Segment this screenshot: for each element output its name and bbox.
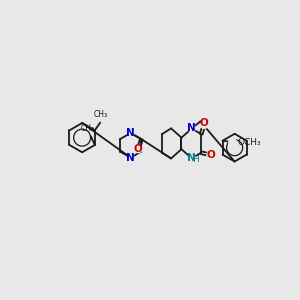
Text: N: N bbox=[126, 128, 135, 138]
Text: CH₃: CH₃ bbox=[94, 110, 108, 119]
Text: N: N bbox=[188, 123, 196, 134]
Text: O: O bbox=[207, 150, 215, 160]
Circle shape bbox=[207, 152, 214, 158]
Circle shape bbox=[188, 155, 195, 162]
Text: CH₃: CH₃ bbox=[81, 124, 95, 134]
Text: O: O bbox=[200, 118, 208, 128]
Circle shape bbox=[201, 122, 208, 128]
Text: N: N bbox=[187, 153, 196, 164]
Text: N: N bbox=[126, 153, 135, 163]
Circle shape bbox=[135, 146, 142, 153]
Circle shape bbox=[128, 130, 134, 136]
Circle shape bbox=[128, 154, 134, 161]
Text: O: O bbox=[134, 144, 143, 154]
Circle shape bbox=[188, 125, 195, 132]
Text: OCH₃: OCH₃ bbox=[238, 138, 262, 147]
Text: H: H bbox=[192, 155, 199, 164]
Circle shape bbox=[229, 138, 236, 146]
